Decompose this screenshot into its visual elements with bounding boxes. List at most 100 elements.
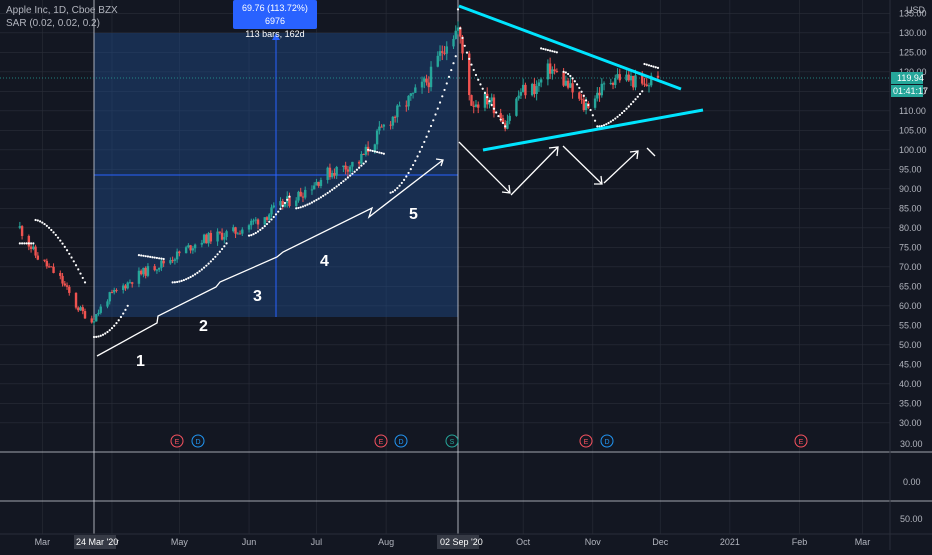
sar-dot (216, 253, 219, 256)
candle-body (490, 97, 493, 102)
sar-dot (551, 50, 554, 53)
sar-dot (38, 220, 42, 223)
candle-body (178, 251, 181, 254)
sar-dot (382, 152, 385, 155)
candle-body (645, 84, 648, 86)
sar-dot (59, 239, 62, 242)
price-tick-label: 85.00 (899, 203, 922, 213)
sar-dot (605, 123, 608, 126)
sar-dot (479, 83, 482, 86)
sar-dot (504, 125, 507, 128)
indicator-label[interactable]: SAR (0.02, 0.02, 0.2) (6, 18, 100, 29)
candle-body (584, 102, 588, 111)
candle-body (326, 167, 329, 180)
candle-body (436, 55, 439, 67)
candle-body (328, 167, 332, 178)
sar-dot (288, 195, 291, 198)
triangle-drawing[interactable] (458, 4, 704, 152)
time-tick-label: 2021 (720, 537, 740, 547)
event-marker-E[interactable]: E (170, 434, 184, 448)
triangle-lower-line[interactable] (482, 108, 704, 152)
measure-line-2: 113 bars, 162d (245, 29, 305, 39)
sar-dot (189, 275, 192, 279)
sar-dot (373, 150, 376, 153)
candle-body (488, 101, 491, 105)
sar-dot (328, 190, 332, 193)
sar-dot (553, 50, 556, 53)
zigzag-up-2-head (629, 150, 639, 160)
price-tick-label: 95.00 (899, 164, 922, 174)
sar-dot (263, 225, 266, 228)
sar-dot (306, 203, 309, 206)
sar-dot (178, 280, 181, 283)
time-axis-labels[interactable]: MarAprMayJunJulAugOctNovDec2021FebMar (35, 537, 871, 547)
event-marker-D[interactable]: D (394, 434, 408, 448)
candle-body (200, 242, 204, 245)
sar-dot (36, 219, 39, 222)
sar-dot (611, 119, 615, 122)
candle-body (225, 231, 228, 238)
event-marker-E[interactable]: E (579, 434, 593, 448)
candle-body (202, 234, 206, 243)
candle-body (20, 226, 24, 236)
sar-dot (207, 262, 210, 265)
sar-dot (346, 176, 350, 179)
candle-body (342, 165, 345, 167)
candle-body (656, 75, 660, 78)
sar-dot (151, 256, 154, 259)
sar-dot (654, 66, 657, 69)
sar-dot (452, 62, 455, 65)
sar-dot (155, 256, 159, 260)
candle-body (207, 232, 210, 244)
event-marker-E[interactable]: E (374, 434, 388, 448)
sar-dot (115, 322, 118, 325)
sar-dot (629, 103, 633, 106)
sar-dot (81, 276, 84, 280)
sar-dot (641, 90, 644, 93)
zigzag-arrows[interactable] (458, 141, 656, 196)
candle-body (247, 225, 251, 230)
event-marker-D[interactable]: D (600, 434, 614, 448)
candle-body (501, 118, 505, 124)
sar-dot (142, 254, 145, 257)
sar-dot (117, 319, 120, 322)
candle-body (63, 283, 66, 286)
sar-dot (95, 335, 98, 338)
sar-dot (614, 117, 617, 120)
sar-dot (137, 254, 141, 257)
sar-dot (376, 150, 379, 154)
candle-body (468, 53, 471, 96)
price-tick-label: 60.00 (899, 301, 922, 311)
candle-body (155, 269, 159, 271)
event-marker-S[interactable]: S (445, 434, 459, 448)
candle-body (553, 69, 556, 72)
sar-dot (358, 166, 361, 169)
candle-body (569, 83, 572, 88)
sar-dot (364, 160, 367, 163)
measure-arrow-head (272, 33, 280, 40)
candle-body (344, 165, 347, 170)
triangle-upper-line[interactable] (458, 4, 682, 91)
sub-axis-label-2: 0.00 (903, 477, 921, 487)
candle-body (499, 113, 502, 119)
sar-dot (582, 94, 585, 98)
candle-body (472, 105, 475, 107)
candle-body (268, 214, 271, 220)
sar-dot (342, 180, 345, 183)
sar-dot (497, 114, 500, 118)
zigzag-up-1 (510, 146, 559, 196)
price-axis-labels[interactable]: 135.00130.00125.00120.00115.00110.00105.… (899, 8, 927, 428)
sar-dot (319, 196, 323, 199)
event-marker-E[interactable]: E (794, 434, 808, 448)
candle-body (146, 266, 150, 276)
wave-path[interactable] (96, 159, 444, 357)
sar-dot (324, 193, 327, 196)
event-marker-D[interactable]: D (191, 434, 205, 448)
candle-body (375, 130, 379, 145)
sar-dot (104, 332, 107, 335)
candle-body (609, 82, 612, 84)
